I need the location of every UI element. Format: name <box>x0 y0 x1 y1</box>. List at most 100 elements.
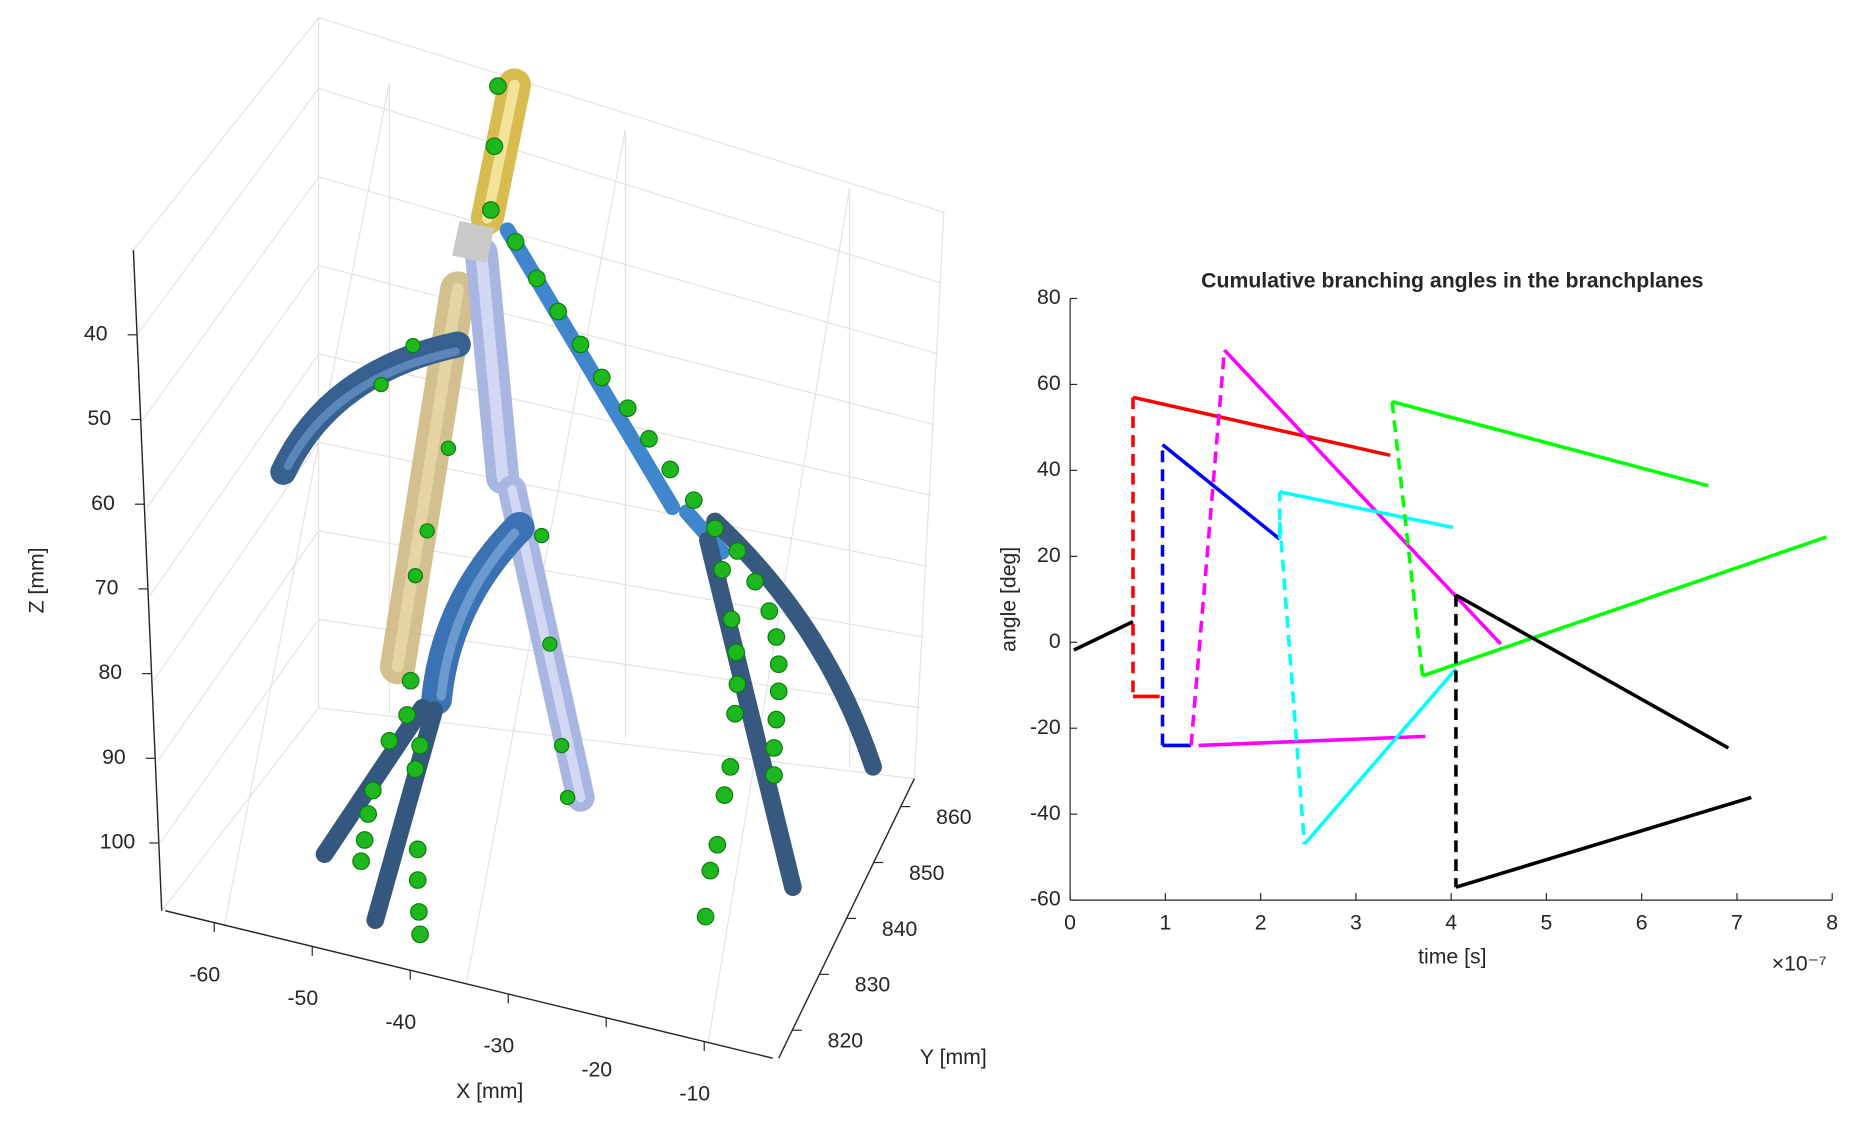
point <box>722 610 741 629</box>
point <box>767 628 786 646</box>
point <box>408 871 427 889</box>
point <box>408 840 427 859</box>
series-line <box>1161 443 1281 748</box>
y-axis-label: Y [mm] <box>920 1046 987 1069</box>
series-line <box>1189 349 1227 746</box>
point <box>506 232 525 251</box>
point <box>533 527 550 544</box>
point <box>553 737 570 754</box>
grid-line-3d <box>707 188 851 1045</box>
point <box>765 739 783 757</box>
point <box>401 671 420 690</box>
z-tick-label: 100 <box>100 831 135 854</box>
x-tick-label: -60 <box>189 963 220 986</box>
y-tick-label: -40 <box>1030 802 1061 825</box>
point <box>769 655 788 674</box>
point <box>684 491 703 510</box>
chart-title: Cumulative branching angles in the branc… <box>1201 270 1703 293</box>
y-tick-label: 20 <box>1037 544 1061 567</box>
x-tick-label: 6 <box>1636 911 1648 934</box>
y-tick-label: 60 <box>1037 372 1061 395</box>
y-tick-label: 80 <box>1037 286 1061 309</box>
point <box>407 568 424 584</box>
point <box>411 925 429 944</box>
tube-highlight <box>436 528 520 701</box>
tube-highlight <box>475 247 509 484</box>
point <box>364 781 382 800</box>
point <box>696 907 715 926</box>
tube <box>699 531 802 897</box>
point <box>352 852 370 871</box>
z-tick-label: 70 <box>95 577 119 600</box>
grid-line-3d <box>318 87 942 284</box>
y-tick-label: 850 <box>909 862 944 885</box>
series-line <box>1390 401 1425 676</box>
series-line <box>1391 399 1828 678</box>
point <box>727 643 746 662</box>
sample-points <box>352 77 788 944</box>
y-tick-label: 40 <box>1037 458 1061 481</box>
grid-line-3d <box>465 129 626 986</box>
z-tick-label: 40 <box>84 322 108 345</box>
x-tick-label: 8 <box>1826 911 1838 934</box>
z-tick-label: 90 <box>102 746 126 769</box>
point <box>482 201 500 219</box>
grid-line-3d <box>145 265 320 509</box>
y-tick-label: 840 <box>882 918 917 941</box>
grid-line-3d <box>318 17 945 213</box>
point <box>542 636 558 652</box>
x-axis-label: time [s] <box>1418 946 1486 969</box>
x-tick-label: -40 <box>385 1011 416 1034</box>
y-tick-label: 820 <box>828 1030 863 1053</box>
point <box>380 732 399 750</box>
point <box>708 835 727 854</box>
grid-line-3d <box>149 353 320 597</box>
tube <box>315 698 432 863</box>
z-tick-label: 50 <box>88 407 112 430</box>
grid-line-3d <box>223 82 390 927</box>
point <box>721 757 740 776</box>
y-axis-label: angle [deg] <box>998 547 1021 652</box>
point <box>405 337 421 354</box>
z-axis-label: Z [mm] <box>25 547 48 613</box>
series-line <box>1198 348 1502 748</box>
x-tick-label: 5 <box>1541 911 1553 934</box>
x-tick-label: 4 <box>1445 911 1457 934</box>
point <box>406 760 425 779</box>
y-tick-label: 860 <box>936 806 971 829</box>
y-tick-label: 830 <box>855 974 890 997</box>
point <box>571 335 590 354</box>
point <box>767 710 786 729</box>
point <box>760 602 779 620</box>
point <box>765 766 783 784</box>
point <box>701 861 720 880</box>
y-tick-label: -60 <box>1030 888 1061 911</box>
point <box>746 572 764 591</box>
z-tick-label: 80 <box>98 661 122 684</box>
series-line <box>1455 593 1752 889</box>
point <box>359 805 378 823</box>
point <box>706 519 724 538</box>
tube-joint <box>452 220 495 263</box>
x-tick-label: 7 <box>1731 911 1743 934</box>
point <box>769 682 788 701</box>
x-axis <box>165 910 773 1059</box>
point <box>728 675 747 694</box>
point <box>355 831 374 849</box>
x-tick-label: -50 <box>287 987 318 1010</box>
point <box>618 399 637 418</box>
point <box>419 523 435 539</box>
x-tick-label: 1 <box>1159 911 1171 934</box>
grid-line-3d <box>132 17 320 251</box>
grid-line-3d <box>156 530 320 763</box>
y-tick-label: -20 <box>1030 716 1061 739</box>
x-tick-label: -30 <box>483 1035 514 1058</box>
grid-line-3d <box>318 176 939 355</box>
series-line <box>1073 620 1134 652</box>
point <box>489 77 507 95</box>
x-tick-label: 2 <box>1255 911 1267 934</box>
z-tick-label: 60 <box>91 492 115 515</box>
x-tick-label: 0 <box>1064 911 1076 934</box>
